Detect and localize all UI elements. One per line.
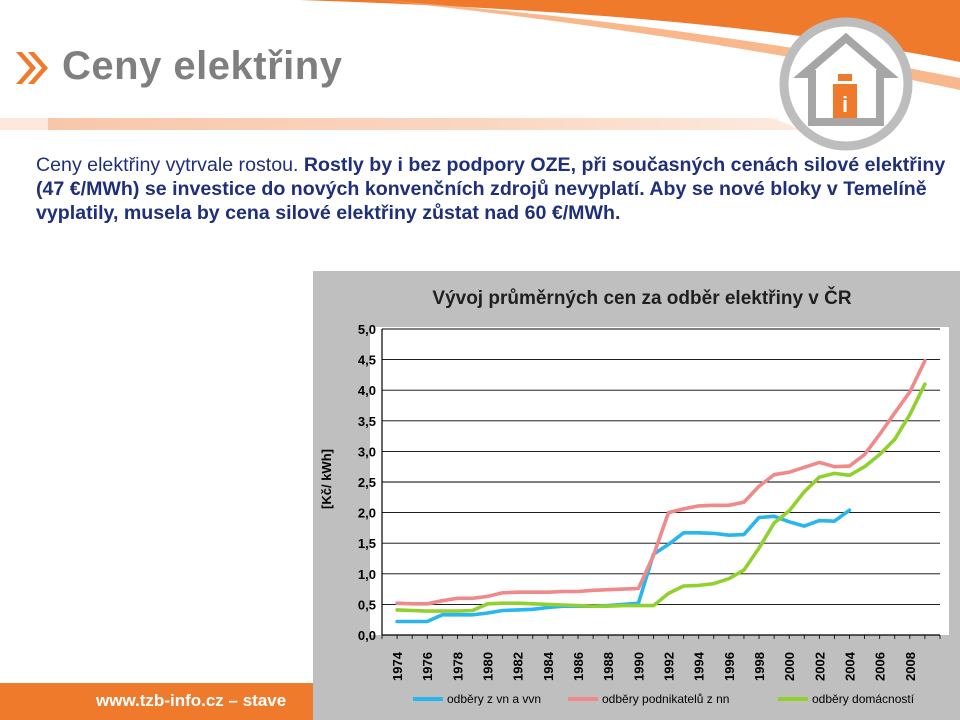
- x-tick-label: 1974: [390, 651, 405, 681]
- body-rest: Rostly by i bez podpory OZE, při současn…: [36, 154, 946, 224]
- x-tick-label: 1976: [420, 652, 435, 681]
- y-tick-label: 5,0: [358, 322, 376, 337]
- house-info-icon: i: [779, 17, 913, 151]
- double-chevron-icon: [16, 52, 48, 84]
- y-tick-label: 2,0: [358, 506, 376, 521]
- legend-label: odběry podnikatelů z nn: [602, 692, 729, 706]
- x-tick-label: 1984: [541, 651, 556, 681]
- x-tick-label: 1996: [722, 652, 737, 681]
- x-tick-label: 1978: [450, 652, 465, 681]
- y-tick-label: 3,0: [358, 444, 376, 459]
- x-tick-label: 2006: [873, 652, 888, 681]
- plot-area: [370, 327, 949, 635]
- footer-link[interactable]: www.tzb-info.cz – stave: [96, 691, 287, 710]
- x-tick-label: 2002: [812, 652, 827, 681]
- legend-label: odběry z vn a vvn: [447, 692, 541, 706]
- x-tick-label: 2008: [903, 652, 918, 681]
- series-line-3: [395, 382, 927, 613]
- y-tick-label: 4,5: [358, 353, 376, 368]
- chart-title: Vývoj průměrných cen za odběr elektřiny …: [432, 287, 851, 309]
- price-chart: Vývoj průměrných cen za odběr elektřiny …: [319, 287, 949, 706]
- x-tick-label: 1988: [601, 652, 616, 681]
- x-tick-label: 1982: [511, 652, 526, 681]
- legend: odběry z vn a vvn odběry podnikatelů z nn…: [413, 692, 915, 706]
- page-title: Ceny elektřiny: [62, 44, 343, 88]
- x-tick-label: 1994: [692, 651, 707, 681]
- y-tick-label: 0,0: [358, 628, 376, 643]
- y-tick-label: 1,0: [358, 567, 376, 582]
- series-line-2: [395, 359, 927, 606]
- x-tick-label: 1986: [571, 652, 586, 681]
- axes: [381, 329, 941, 639]
- x-tick-label: 1992: [662, 652, 677, 681]
- x-tick-label: 2004: [843, 651, 858, 681]
- logo-glyph: i: [842, 92, 848, 117]
- body-paragraph: Ceny elektřiny vytrvale rostou. Rostly b…: [36, 153, 946, 225]
- y-tick-label: 0,5: [358, 597, 376, 612]
- series-lines: [395, 359, 927, 624]
- footer-bar: [0, 683, 313, 720]
- y-tick-label: 2,5: [358, 475, 376, 490]
- legend-label: odběry domácností: [812, 692, 915, 706]
- y-tick-label: 3,5: [358, 414, 376, 429]
- x-tick-label: 2000: [782, 652, 797, 681]
- y-axis-label: [Kč/ kWh]: [319, 449, 334, 509]
- x-tick-label: 1998: [752, 652, 767, 681]
- y-tick-label: 1,5: [358, 536, 376, 551]
- chart-panel: Vývoj průměrných cen za odběr elektřiny …: [313, 271, 960, 720]
- tick-labels: 0,0 0,5 1,0 1,5 2,0 2,5 3,0 3,5 4,0 4,5 5,0 1974 197…: [358, 322, 918, 681]
- x-tick-label: 1980: [481, 652, 496, 681]
- x-tick-label: 1990: [631, 652, 646, 681]
- title-underline: [48, 118, 778, 130]
- y-tick-label: 4,0: [358, 383, 376, 398]
- body-lead: Ceny elektřiny vytrvale rostou.: [36, 154, 299, 176]
